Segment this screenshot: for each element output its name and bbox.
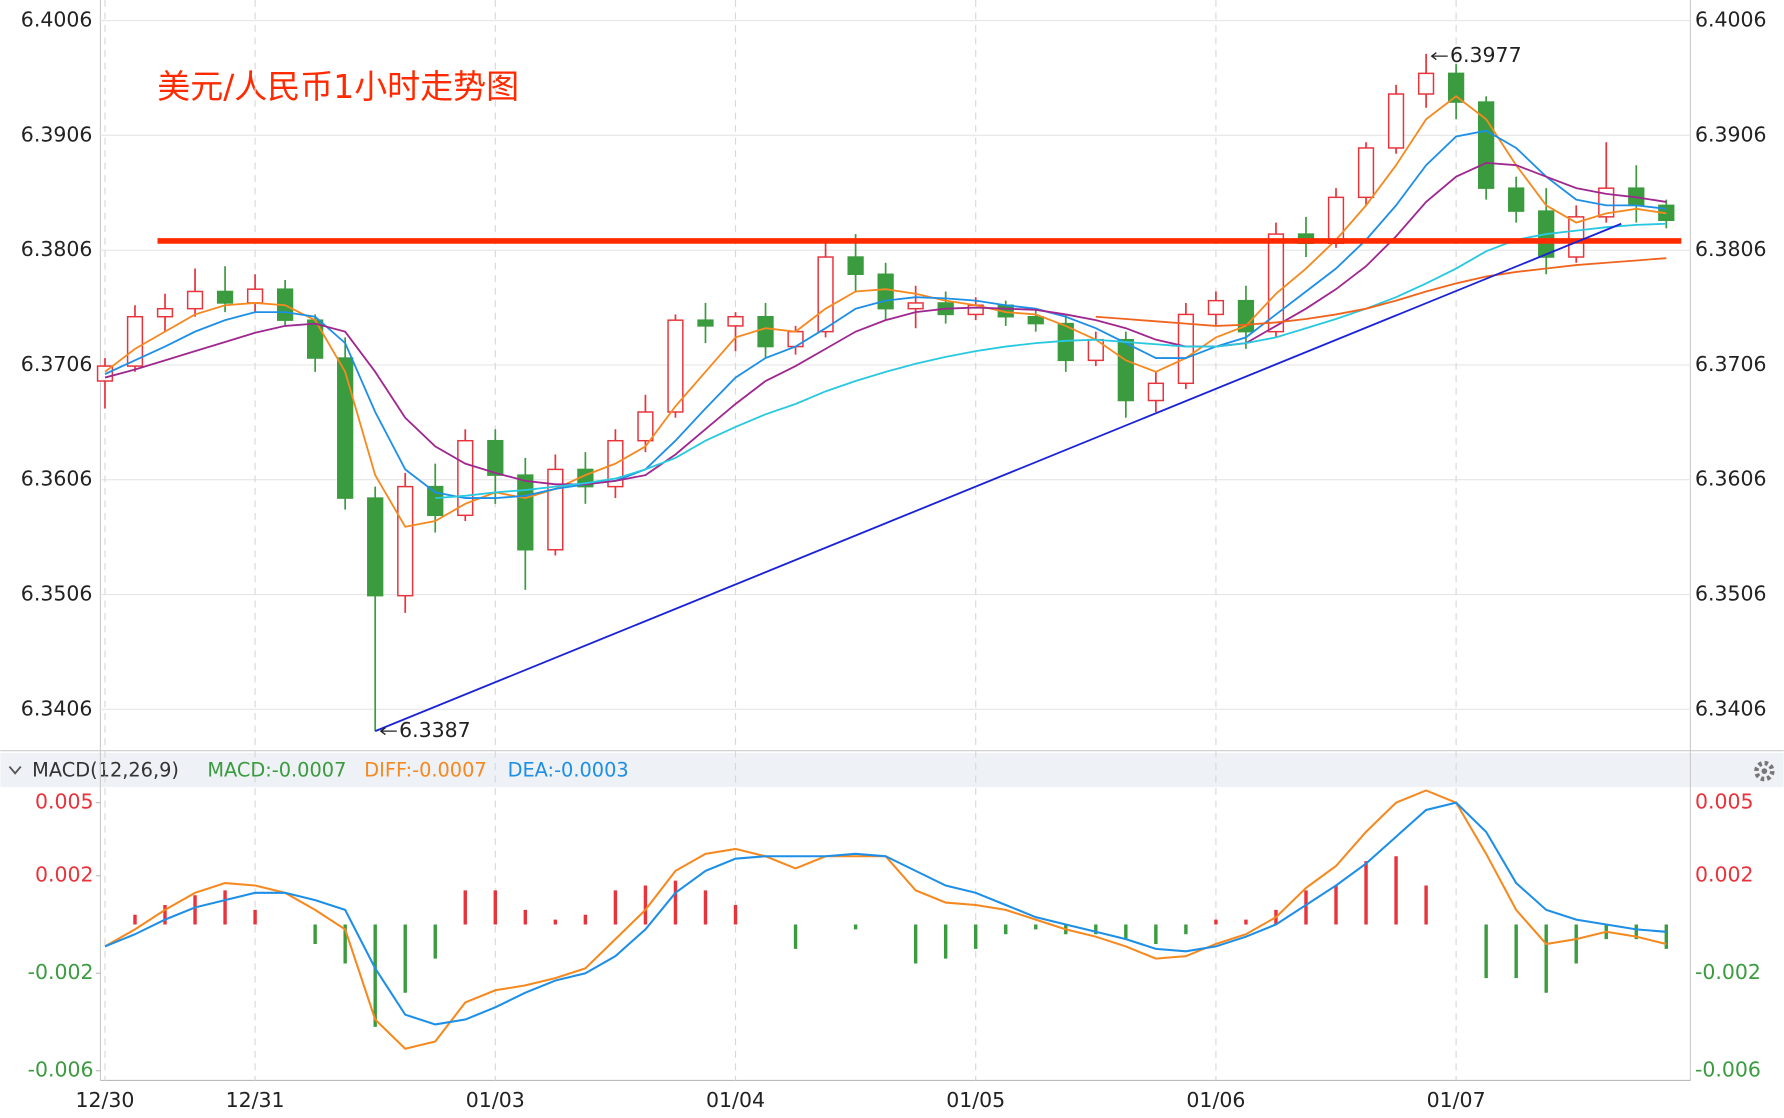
- y-tick-label: 6.3906: [21, 122, 93, 146]
- candle-body: [397, 485, 414, 597]
- legend-entry: DIFF:-0.0007: [364, 759, 486, 782]
- candle-body: [427, 485, 444, 517]
- candle-body: [1568, 216, 1585, 258]
- candle-body: [877, 273, 894, 310]
- candle-body: [1267, 233, 1285, 333]
- candle-body: [1327, 196, 1345, 244]
- moving-average-line: [1095, 257, 1667, 327]
- candle-body: [757, 315, 774, 348]
- y-tick-label: 6.3606: [1695, 467, 1767, 491]
- candle-body: [1598, 187, 1615, 218]
- y-tick-label: 6.3806: [21, 237, 93, 261]
- candle-body: [1357, 147, 1375, 199]
- candle-body: [517, 474, 534, 551]
- legend-entry: MACD:-0.0007: [207, 759, 346, 782]
- y-tick-label: 6.3406: [21, 696, 93, 720]
- y-tick-label: 6.3506: [21, 582, 93, 606]
- candle-body: [246, 288, 264, 304]
- candle-body: [1117, 338, 1134, 402]
- y-tick-label: 6.3506: [1695, 582, 1767, 606]
- y-tick-label: 6.3706: [21, 352, 93, 376]
- extreme-label: 6.3387: [399, 718, 471, 742]
- indicator-line: [104, 801, 1667, 1026]
- candle-body: [367, 497, 384, 597]
- candle-body: [1207, 299, 1225, 316]
- moving-average-line: [104, 95, 1667, 528]
- y-tick-label: 6.3406: [1695, 696, 1767, 720]
- y-tick-label: 0.002: [1695, 863, 1754, 887]
- x-tick-label: 01/03: [466, 1088, 525, 1112]
- arrow-head: [1430, 52, 1437, 61]
- candle-body: [1177, 313, 1195, 385]
- arrow-head: [379, 727, 386, 736]
- settings-icon[interactable]: [1754, 760, 1775, 782]
- candle-body: [667, 319, 684, 413]
- y-tick-label: 6.3706: [1695, 352, 1767, 376]
- candle-body: [216, 290, 234, 304]
- macd-header-bar: [0, 752, 1784, 788]
- candle-body: [126, 315, 144, 367]
- x-tick-label: 12/30: [75, 1088, 134, 1112]
- candle-body: [847, 256, 864, 275]
- candle-body: [1447, 72, 1465, 103]
- moving-average-line: [104, 161, 1667, 486]
- collapse-icon[interactable]: [8, 765, 22, 775]
- extreme-label: 6.3977: [1450, 43, 1522, 67]
- y-tick-label: 6.4006: [21, 8, 93, 32]
- candle-body: [727, 315, 744, 327]
- x-tick-label: 01/04: [706, 1088, 765, 1112]
- candle-body: [487, 439, 504, 476]
- moving-average-line: [104, 129, 1667, 500]
- x-tick-label: 01/07: [1427, 1088, 1486, 1112]
- y-tick-label: 0.005: [1695, 790, 1754, 814]
- candle-body: [337, 357, 354, 499]
- candle-body: [547, 468, 564, 551]
- y-tick-label: 0.005: [35, 790, 94, 814]
- candle-body: [1147, 382, 1164, 402]
- y-tick-label: -0.002: [28, 960, 94, 984]
- legend-entry: DEA:-0.0003: [508, 759, 629, 782]
- candle-body: [186, 290, 204, 310]
- moving-average-line: [435, 222, 1667, 500]
- x-tick-label: 01/06: [1186, 1088, 1245, 1112]
- candle-body: [637, 411, 654, 442]
- indicator-title: MACD(12,26,9): [32, 759, 179, 782]
- candle-body: [156, 307, 174, 318]
- y-tick-label: 6.3606: [21, 467, 93, 491]
- y-tick-label: 6.3806: [1695, 237, 1767, 261]
- y-tick-label: 6.4006: [1695, 8, 1767, 32]
- y-tick-label: 6.3906: [1695, 122, 1767, 146]
- chart-title: 美元/人民币1小时走势图: [157, 67, 519, 106]
- candle-body: [1027, 315, 1044, 325]
- candle-body: [907, 302, 924, 310]
- y-tick-label: -0.006: [28, 1058, 94, 1082]
- candle-body: [697, 319, 714, 327]
- candle-body: [1508, 187, 1525, 212]
- y-tick-label: -0.006: [1695, 1058, 1761, 1082]
- candle-body: [817, 256, 834, 333]
- candle-body: [1417, 72, 1435, 95]
- x-tick-label: 12/31: [226, 1088, 285, 1112]
- x-tick-label: 01/05: [946, 1088, 1005, 1112]
- y-tick-label: -0.002: [1695, 960, 1761, 984]
- trend-line: [374, 222, 1622, 732]
- y-tick-label: 0.002: [35, 863, 94, 887]
- candle-body: [1387, 93, 1405, 149]
